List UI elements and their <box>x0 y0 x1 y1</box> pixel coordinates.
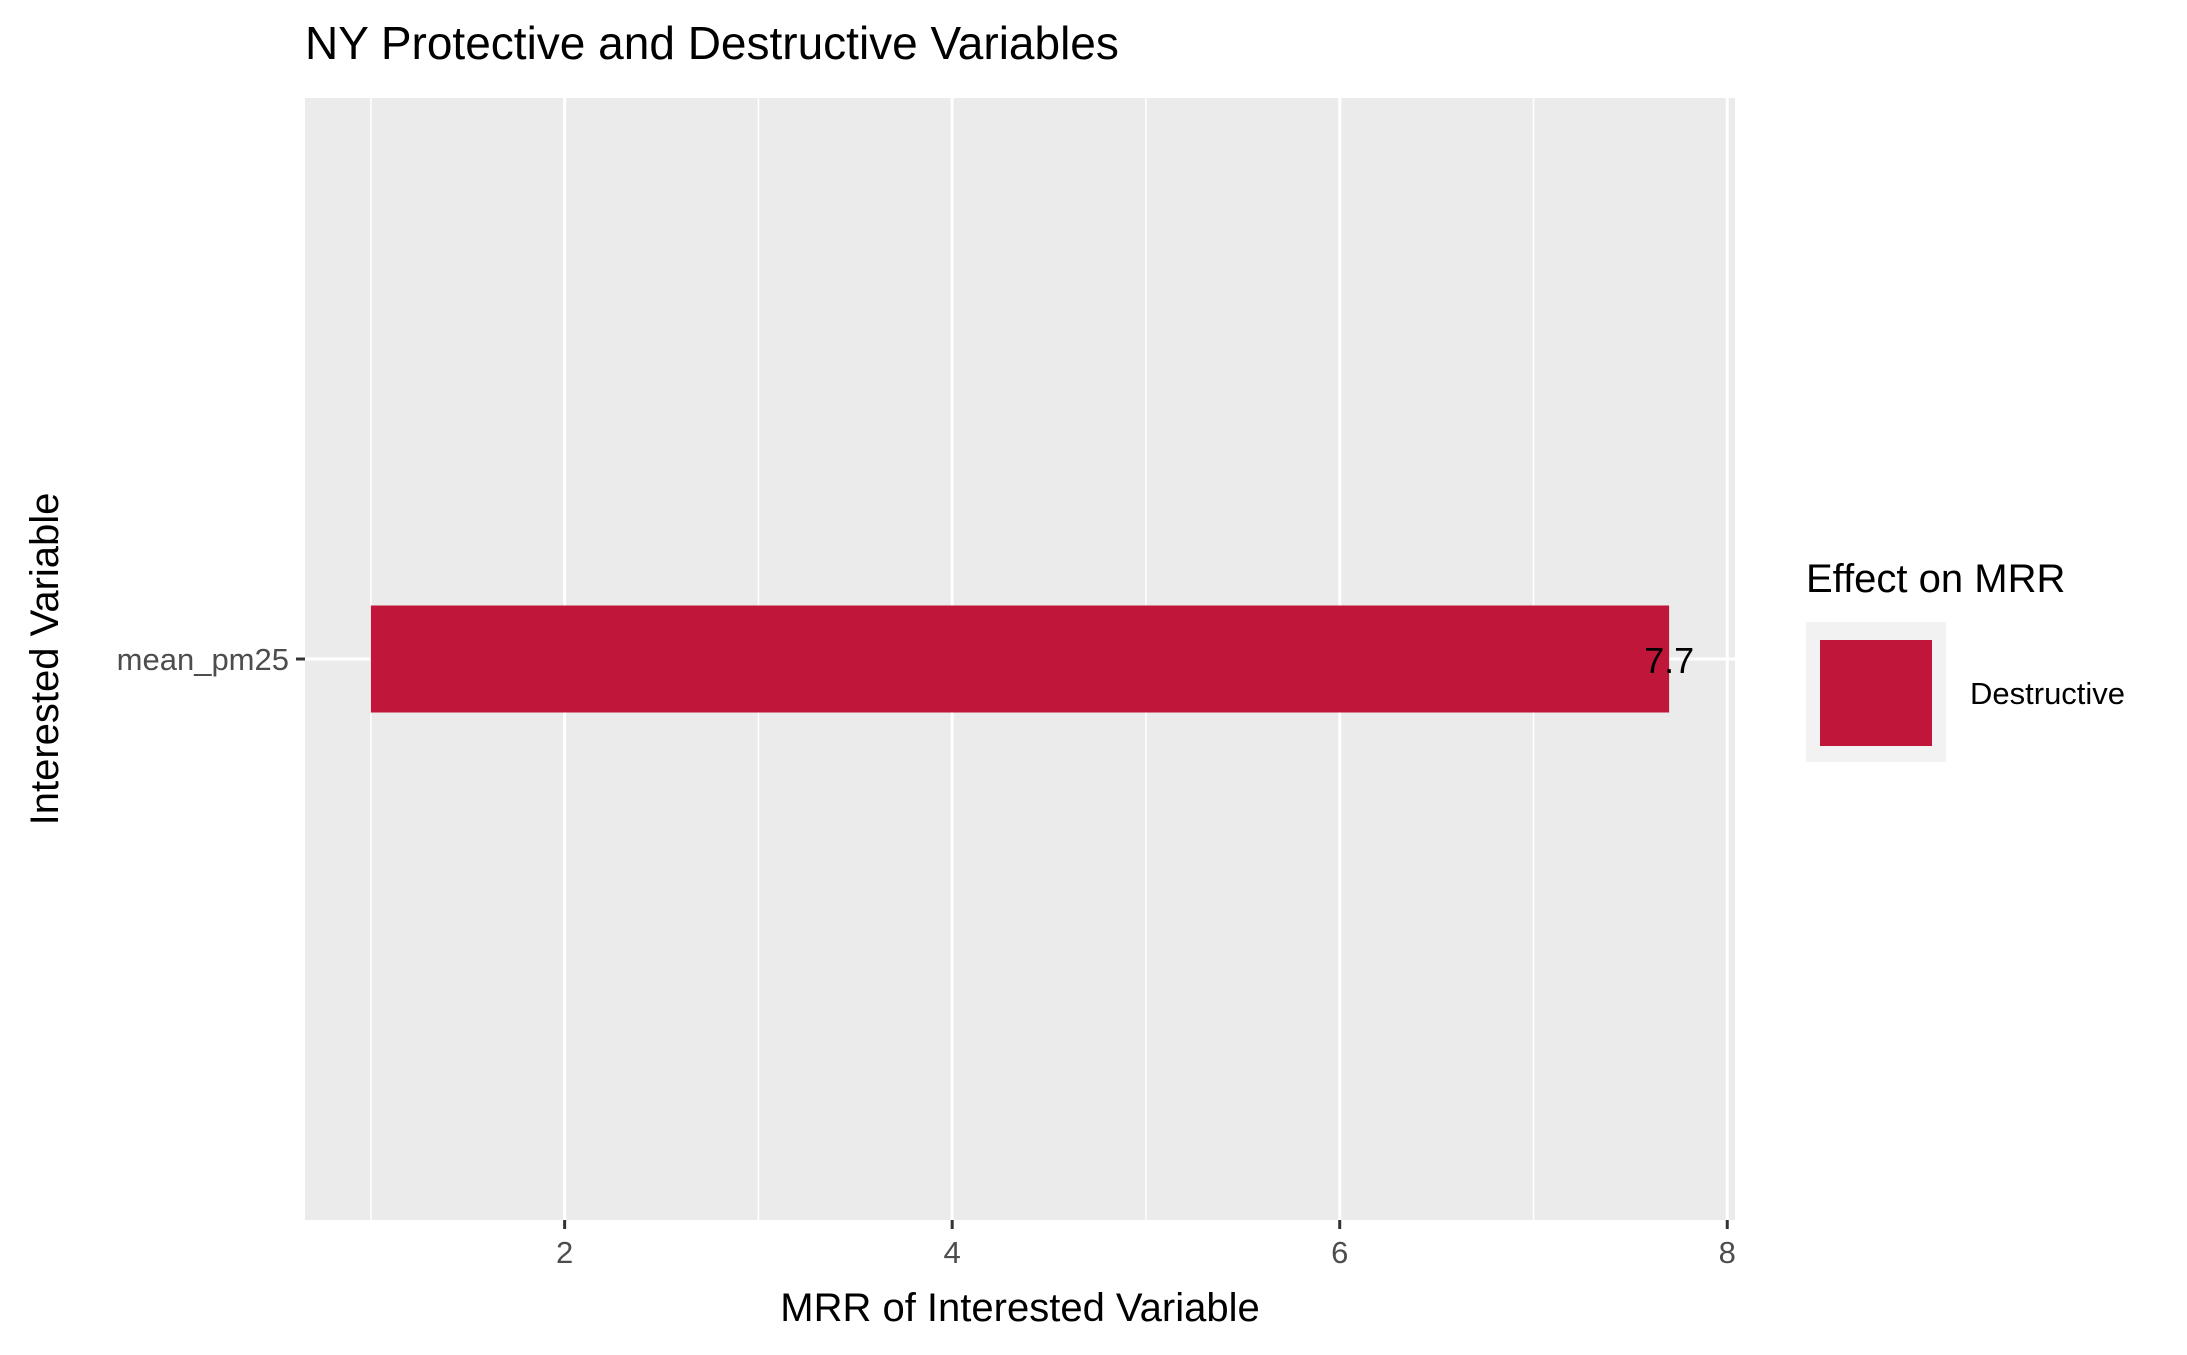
legend-label-destructive: Destructive <box>1970 676 2125 711</box>
x-tick-label: 2 <box>556 1235 573 1270</box>
x-tick-label: 8 <box>1719 1235 1736 1270</box>
legend-key-destructive <box>1820 640 1932 746</box>
y-axis: mean_pm25 <box>117 642 305 677</box>
x-axis: 2 4 6 8 <box>556 1220 1736 1270</box>
bar-mean_pm25 <box>370 605 1670 713</box>
bars: 7.7 <box>370 605 1694 713</box>
x-tick-label: 6 <box>1331 1235 1348 1270</box>
y-tick-label: mean_pm25 <box>117 642 289 677</box>
legend: Effect on MRR Destructive <box>1806 557 2125 762</box>
chart-title: NY Protective and Destructive Variables <box>305 17 1119 69</box>
x-axis-title: MRR of Interested Variable <box>780 1286 1259 1330</box>
y-axis-title: Interested Variable <box>23 493 67 826</box>
legend-title: Effect on MRR <box>1806 557 2065 601</box>
x-tick-label: 4 <box>944 1235 961 1270</box>
bar-value-label: 7.7 <box>1644 640 1694 681</box>
